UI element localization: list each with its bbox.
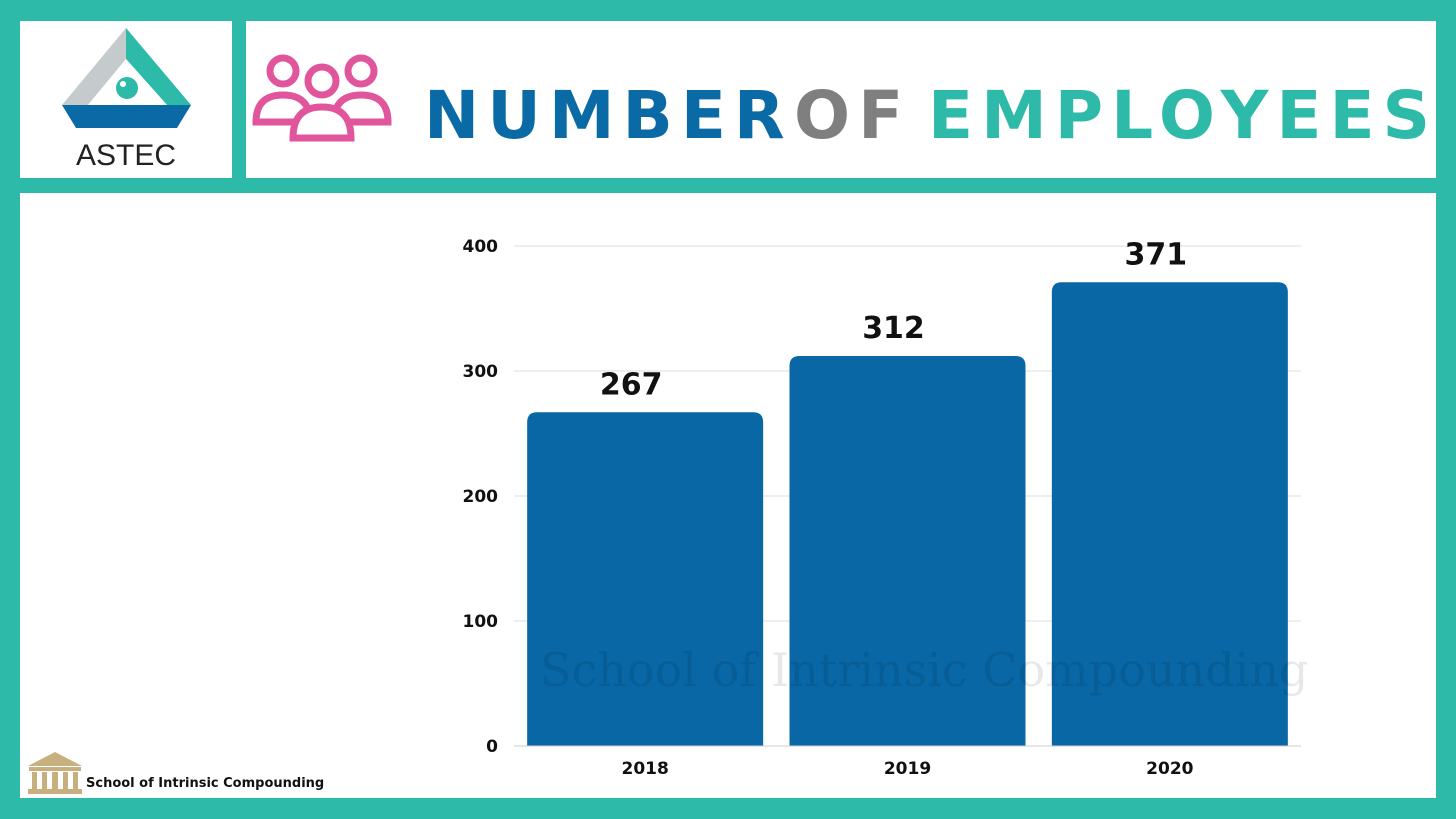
school-building-icon: [28, 752, 82, 794]
people-group-icon: [252, 54, 392, 142]
title-word-employees: EMPLOYEES: [928, 77, 1439, 154]
footer-text: School of Intrinsic Compounding: [86, 776, 325, 791]
title-panel: NUMBER OF EMPLOYEES: [246, 21, 1436, 178]
logo-text: ASTEC: [75, 139, 177, 172]
title-word-of: OF: [794, 77, 912, 154]
page-title: NUMBER OF EMPLOYEES: [246, 21, 1436, 178]
y-tick-label: 400: [463, 237, 499, 257]
x-tick-label-2020: 2020: [1146, 759, 1193, 779]
chart-panel: 0 100 200 300 400 267 2018 312 2019 371 2020 Schoo…: [20, 193, 1436, 798]
data-label-2019: 312: [862, 311, 925, 346]
astec-logo-icon: [62, 28, 191, 128]
logo-panel: ASTEC: [20, 21, 232, 178]
y-tick-label: 200: [463, 487, 499, 507]
bar-chart: 0 100 200 300 400 267 2018 312 2019 371 2020: [463, 237, 1301, 779]
watermark-text: School of Intrinsic Compounding: [540, 643, 1309, 697]
title-word-number: NUMBER: [424, 77, 793, 154]
y-tick-label: 300: [463, 362, 499, 382]
x-tick-label-2019: 2019: [884, 759, 931, 779]
x-tick-label-2018: 2018: [622, 759, 669, 779]
bar-2019: [789, 356, 1026, 746]
data-label-2020: 371: [1125, 237, 1188, 272]
data-label-2018: 267: [600, 367, 663, 402]
bar-2020: [1051, 282, 1288, 746]
bar-2018: [527, 412, 764, 746]
y-tick-label: 0: [486, 737, 498, 757]
y-tick-label: 100: [463, 612, 499, 632]
